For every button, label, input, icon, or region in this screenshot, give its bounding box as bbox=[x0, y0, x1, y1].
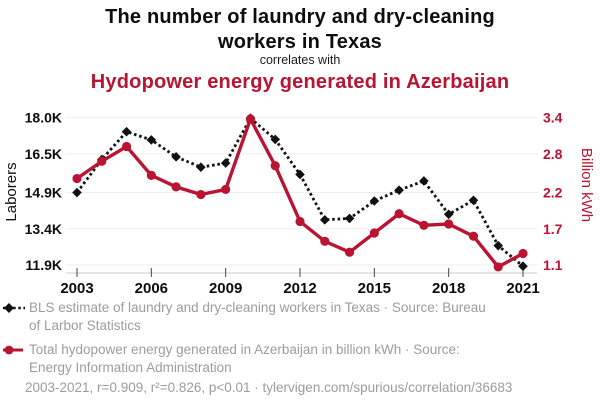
circle-marker bbox=[245, 114, 256, 124]
diamond-marker bbox=[369, 196, 380, 206]
subtitle-red: Hydopower energy generated in Azerbaijan bbox=[90, 71, 510, 93]
red-circle-solid-line-icon bbox=[3, 345, 23, 355]
page-title: The number of laundry and dry-cleaning w… bbox=[0, 5, 600, 55]
circle-marker bbox=[394, 209, 404, 219]
title-line-1: The number of laundry and dry-cleaning bbox=[105, 6, 495, 28]
diamond-marker bbox=[319, 215, 330, 225]
circle-marker bbox=[171, 182, 181, 192]
left-axis-tick-label: 16.5K bbox=[25, 146, 62, 162]
left-axis-title: Laborers bbox=[3, 162, 20, 222]
correlates-with-text: correlates with bbox=[259, 53, 341, 67]
right-axis-tick-label: 2.2 bbox=[543, 185, 563, 201]
circle-marker bbox=[468, 231, 479, 241]
x-tick-label: 2015 bbox=[358, 280, 391, 297]
left-axis-tick-label: 14.9K bbox=[25, 185, 62, 201]
right-axis-tick-label: 1.1 bbox=[543, 257, 563, 273]
right-axis-title: Billion kWh bbox=[578, 147, 595, 223]
circle-marker bbox=[369, 228, 379, 238]
diamond-marker bbox=[468, 195, 479, 206]
left-axis-tick-label: 11.9K bbox=[25, 257, 62, 273]
circle-marker bbox=[270, 161, 280, 171]
circle-marker bbox=[121, 141, 132, 152]
circle-marker bbox=[518, 248, 528, 259]
diamond-marker bbox=[394, 185, 404, 195]
legend-text-hydropower: Total hydopower energy generated in Azer… bbox=[29, 342, 460, 375]
circle-marker bbox=[295, 216, 305, 227]
diamond-marker bbox=[220, 158, 231, 168]
diamond-marker bbox=[146, 135, 157, 145]
x-tick-label: 2021 bbox=[506, 280, 539, 297]
circle-marker bbox=[97, 156, 107, 166]
diamond-marker bbox=[72, 187, 82, 198]
legend-text-laundry: BLS estimate of laundry and dry-cleaning… bbox=[29, 300, 486, 333]
black-diamond-dotted-line-icon bbox=[3, 303, 25, 313]
circle-marker bbox=[444, 219, 454, 229]
diamond-marker bbox=[493, 240, 504, 251]
diamond-marker bbox=[270, 134, 281, 145]
diamond-marker bbox=[344, 213, 355, 224]
legend-entry-laundry: BLS estimate of laundry and dry-cleaning… bbox=[3, 299, 497, 335]
circle-marker bbox=[196, 189, 206, 200]
circle-marker bbox=[72, 173, 82, 184]
legend-entry-hydropower: Total hydopower energy generated in Azer… bbox=[3, 341, 497, 377]
right-axis-tick-label: 2.8 bbox=[543, 146, 563, 162]
diamond-marker bbox=[419, 176, 429, 186]
x-tick-label: 2003 bbox=[60, 280, 93, 297]
circle-marker bbox=[419, 220, 429, 230]
diamond-marker bbox=[518, 261, 528, 272]
diamond-marker bbox=[196, 162, 206, 173]
diamond-marker bbox=[443, 209, 454, 220]
circle-marker bbox=[146, 170, 156, 180]
diamond-marker bbox=[171, 152, 181, 162]
diamond-marker bbox=[295, 169, 305, 180]
circle-marker bbox=[344, 247, 355, 257]
circle-marker bbox=[493, 262, 503, 272]
stats-citation-line: 2003-2021, r=0.909, r²=0.826, p<0.01 · t… bbox=[25, 380, 513, 395]
circle-marker bbox=[221, 184, 231, 195]
circle-marker bbox=[320, 236, 330, 246]
x-tick-label: 2018 bbox=[432, 280, 465, 297]
diamond-marker bbox=[121, 126, 132, 137]
title-line-2: workers in Texas bbox=[217, 31, 383, 53]
x-tick-label: 2012 bbox=[283, 280, 316, 297]
left-axis-tick-label: 13.4K bbox=[25, 221, 62, 237]
x-tick-label: 2006 bbox=[135, 280, 168, 297]
right-axis-tick-label: 1.7 bbox=[543, 221, 563, 237]
left-axis-tick-label: 18.0K bbox=[25, 110, 62, 126]
right-axis-tick-label: 3.4 bbox=[543, 110, 563, 126]
x-tick-label: 2009 bbox=[209, 280, 242, 297]
